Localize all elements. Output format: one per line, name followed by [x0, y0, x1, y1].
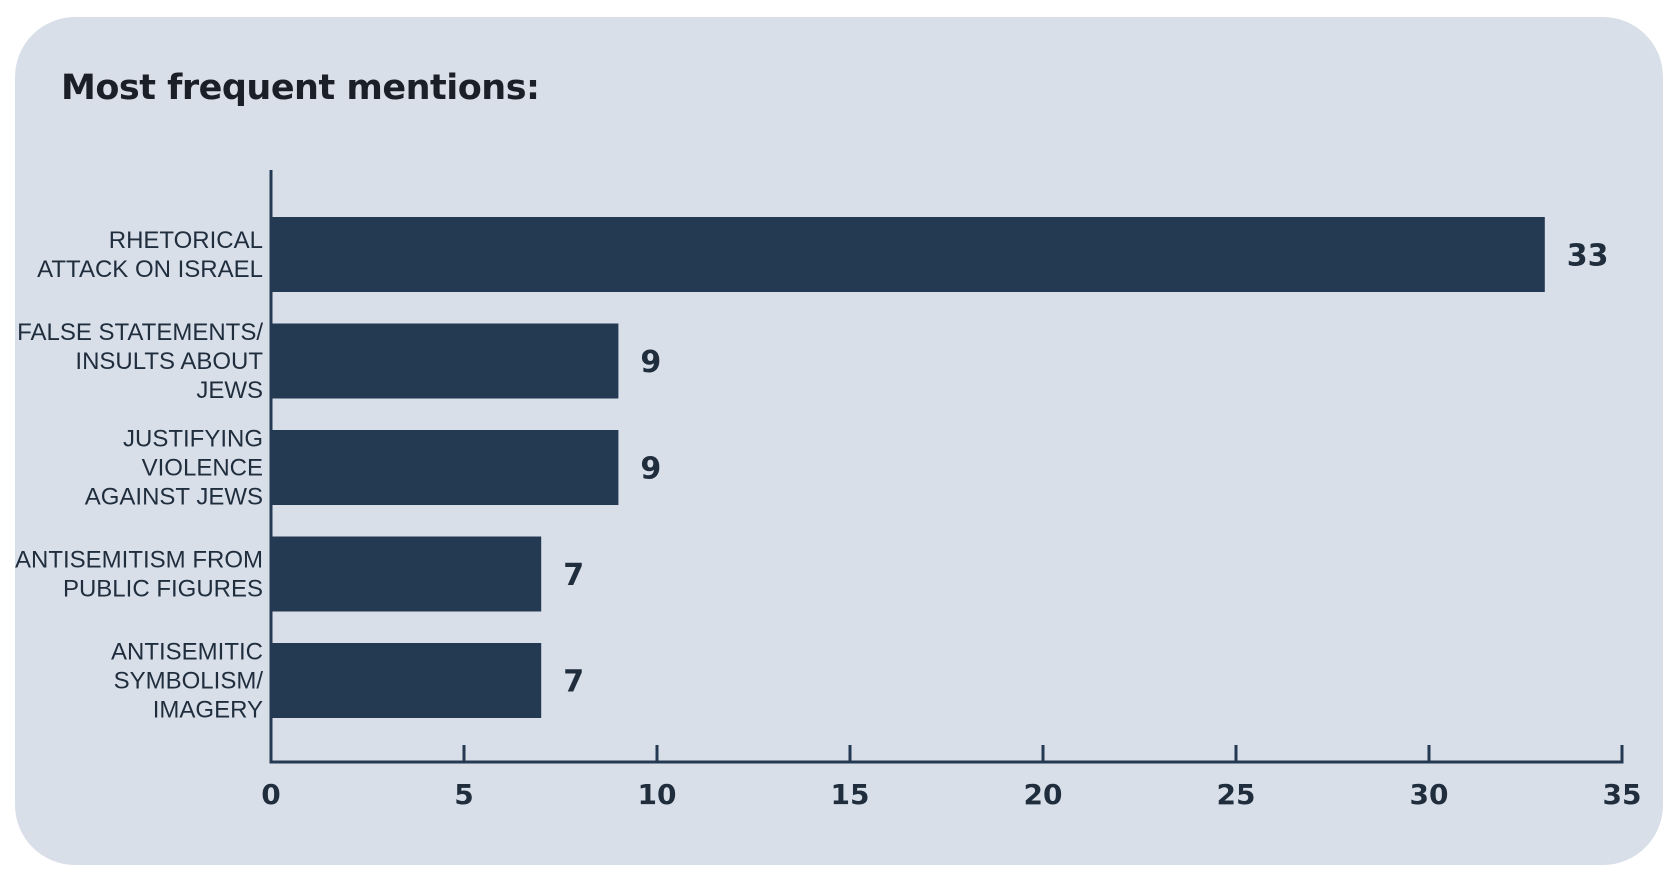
category-label-line: PUBLIC FIGURES	[63, 576, 263, 603]
bar-value-label-1: 9	[640, 345, 661, 380]
x-tick-label-0: 0	[261, 778, 280, 811]
category-label-line: ATTACK ON ISRAEL	[37, 256, 263, 283]
category-label-2: JUSTIFYING VIOLENCE AGAINST JEWS	[85, 426, 263, 511]
x-tick-label-25: 25	[1217, 778, 1256, 811]
x-tick-label-10: 10	[638, 778, 677, 811]
category-label-line: VIOLENCE	[142, 455, 263, 482]
x-tick-label-35: 35	[1603, 778, 1642, 811]
bar-4	[271, 643, 542, 718]
category-label-line: JUSTIFYING	[123, 426, 263, 453]
bars-group	[271, 217, 1545, 718]
category-label-line: RHETORICAL	[109, 227, 263, 254]
chart-title: Most frequent mentions:	[61, 68, 540, 108]
bar-value-label-3: 7	[563, 558, 584, 593]
bar-3	[271, 536, 542, 612]
x-tick-label-15: 15	[831, 778, 870, 811]
category-label-line: SYMBOLISM/	[114, 668, 264, 695]
x-tick-label-30: 30	[1410, 778, 1449, 811]
category-label-line: AGAINST JEWS	[85, 484, 263, 511]
x-tick-label-20: 20	[1024, 778, 1063, 811]
bar-2	[271, 430, 619, 505]
category-label-line: IMAGERY	[153, 697, 263, 724]
category-label-0: RHETORICAL ATTACK ON ISRAEL	[37, 227, 263, 283]
bar-1	[271, 323, 619, 399]
bar-value-label-4: 7	[563, 665, 584, 700]
labels-group: 33 RHETORICAL ATTACK ON ISRAEL 9 FALSE STATE…	[15, 227, 1641, 811]
category-label-3: ANTISEMITISM FROM PUBLIC FIGURES	[15, 547, 263, 603]
category-label-line: INSULTS ABOUT	[75, 348, 263, 375]
category-label-1: FALSE STATEMENTS/INSULTS ABOUT JEWS	[17, 319, 263, 404]
bar-value-label-2: 9	[640, 452, 661, 487]
category-label-line: FALSE STATEMENTS/	[17, 319, 263, 346]
x-tick-label-5: 5	[454, 778, 473, 811]
axes-group	[269, 170, 1624, 764]
category-label-line: JEWS	[196, 377, 263, 404]
category-label-line: ANTISEMITISM FROM	[15, 547, 263, 574]
category-label-line: ANTISEMITIC	[111, 639, 263, 666]
bar-value-label-0: 33	[1567, 239, 1609, 274]
bar-0	[271, 217, 1545, 292]
category-label-4: ANTISEMITIC SYMBOLISM/IMAGERY	[111, 639, 263, 724]
